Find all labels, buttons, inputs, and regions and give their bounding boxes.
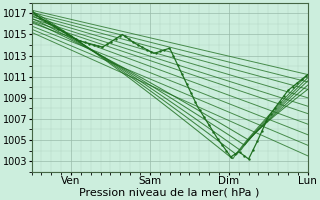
X-axis label: Pression niveau de la mer( hPa ): Pression niveau de la mer( hPa ) [79, 187, 260, 197]
